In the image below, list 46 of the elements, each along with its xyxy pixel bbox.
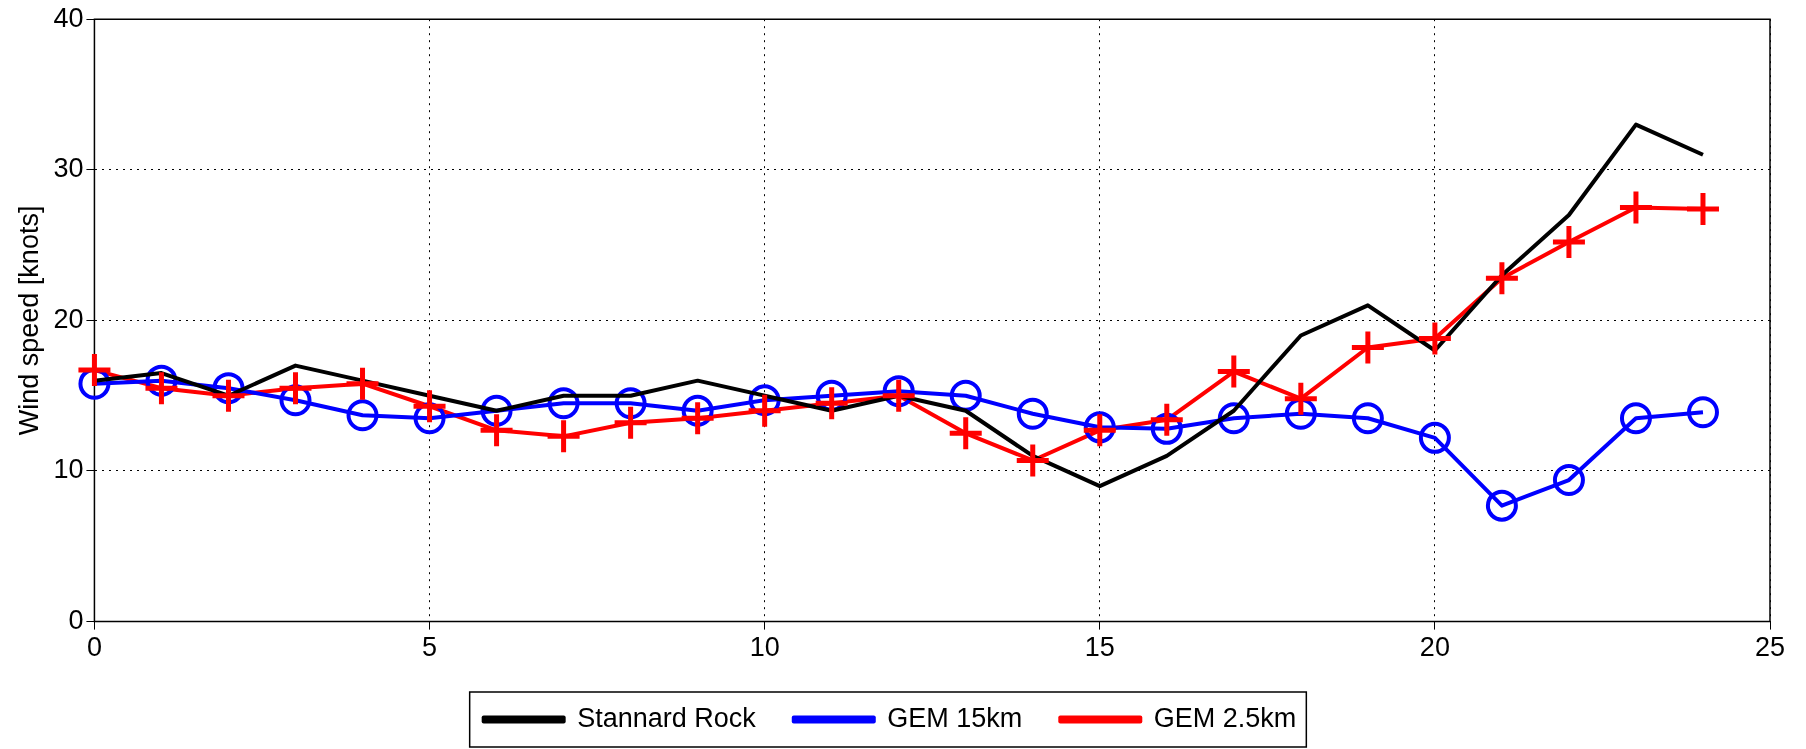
point	[1217, 402, 1250, 435]
point	[1217, 355, 1250, 388]
y-tick-label: 0	[68, 605, 84, 636]
point	[1418, 322, 1451, 355]
x-tick-label: 20	[1419, 632, 1450, 663]
point	[480, 414, 513, 447]
point	[346, 367, 379, 400]
y-tick-label: 20	[53, 303, 84, 334]
point	[1418, 421, 1451, 454]
point	[1552, 226, 1585, 259]
x-tick-label: 25	[1754, 632, 1786, 663]
point	[413, 390, 446, 423]
x-tick-label: 15	[1084, 632, 1115, 663]
point	[1284, 382, 1317, 415]
point	[1351, 402, 1384, 435]
y-axis-title: Wind speed [knots]	[13, 205, 44, 436]
point	[1619, 402, 1652, 435]
point	[614, 406, 647, 439]
y-tick-label: 40	[53, 2, 84, 33]
y-tick-label: 30	[53, 153, 84, 184]
point	[279, 372, 312, 405]
point	[212, 379, 245, 412]
legend-label: GEM 15km	[887, 702, 1023, 733]
x-tick-label: 5	[422, 632, 438, 663]
legend-label: Stannard Rock	[577, 702, 757, 733]
point	[1552, 464, 1585, 497]
point	[1016, 444, 1049, 477]
point	[1485, 262, 1518, 295]
point	[1016, 397, 1049, 430]
point	[547, 420, 580, 453]
legend-label: GEM 2.5km	[1153, 702, 1297, 733]
point	[1686, 396, 1719, 429]
point	[78, 354, 111, 387]
point	[949, 417, 982, 450]
point	[1351, 331, 1384, 364]
point	[1485, 489, 1518, 522]
point	[1686, 192, 1719, 225]
point	[748, 394, 781, 427]
point	[346, 399, 379, 432]
point	[145, 372, 178, 405]
y-tick-label: 10	[53, 454, 84, 485]
point	[681, 402, 714, 435]
point	[1150, 403, 1183, 436]
point	[815, 387, 848, 420]
x-tick-label: 10	[749, 632, 780, 663]
point	[1619, 191, 1652, 224]
